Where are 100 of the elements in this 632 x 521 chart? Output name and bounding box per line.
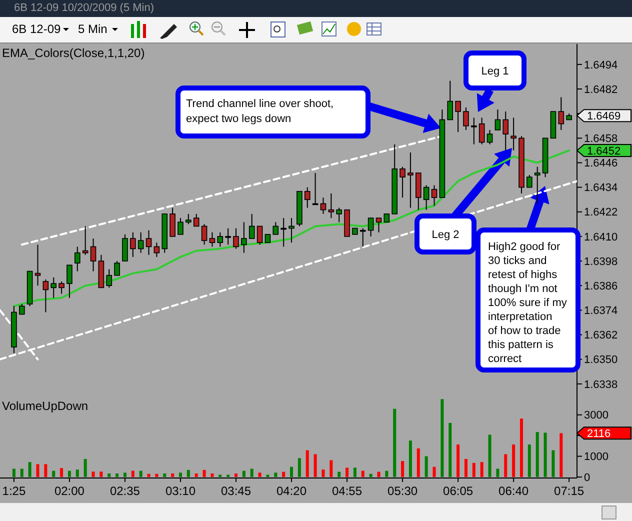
candlestick bbox=[360, 228, 366, 248]
candlestick bbox=[502, 111, 509, 151]
bar bbox=[60, 468, 64, 477]
bar bbox=[210, 473, 214, 477]
candlestick bbox=[186, 213, 192, 225]
y-tick-label: 1.6434 bbox=[584, 182, 618, 194]
candlestick bbox=[201, 224, 208, 246]
candlestick bbox=[58, 281, 64, 294]
chart-subtitle: EMA_Colors(Close,1,1,20) bbox=[2, 46, 145, 60]
bar bbox=[544, 432, 547, 477]
candlestick bbox=[368, 218, 374, 237]
candlestick bbox=[42, 278, 49, 313]
candlestick bbox=[114, 260, 120, 276]
text: 2116 bbox=[587, 428, 611, 440]
bar bbox=[448, 422, 452, 477]
candlestick bbox=[154, 242, 160, 258]
candlestick bbox=[526, 174, 532, 188]
y-tick-label: 0 bbox=[584, 472, 590, 484]
candlestick bbox=[130, 232, 136, 258]
bar bbox=[28, 462, 32, 477]
bar bbox=[194, 473, 198, 477]
candlestick bbox=[463, 106, 469, 130]
bar bbox=[369, 474, 372, 477]
candlestick bbox=[34, 244, 41, 286]
bar bbox=[171, 473, 174, 477]
bar bbox=[108, 473, 111, 477]
bar bbox=[330, 460, 333, 477]
candlestick bbox=[447, 80, 454, 120]
bar bbox=[424, 456, 428, 477]
x-tick-label: 1:25 bbox=[2, 484, 26, 498]
y-tick-label: 1.6338 bbox=[584, 378, 618, 391]
y-tick-label: 1.6458 bbox=[584, 133, 618, 146]
bar bbox=[408, 440, 412, 477]
x-tick-label: 03:45 bbox=[220, 484, 252, 498]
candlestick bbox=[146, 230, 152, 256]
bar bbox=[385, 470, 388, 477]
y-tick-label: 1.6386 bbox=[584, 280, 618, 292]
bar bbox=[464, 458, 468, 477]
annotation: Leg 1 bbox=[481, 65, 509, 78]
bar bbox=[147, 474, 150, 477]
bar bbox=[250, 468, 254, 477]
candlestick bbox=[494, 108, 501, 130]
candlestick bbox=[455, 100, 461, 133]
bar bbox=[393, 408, 396, 477]
bar bbox=[361, 470, 364, 477]
bar bbox=[92, 472, 95, 477]
y-tick-label: 1.6446 bbox=[584, 158, 618, 170]
text: 1.6452 bbox=[587, 145, 621, 158]
y-tick-label: 1.6362 bbox=[584, 330, 618, 342]
bar bbox=[353, 468, 356, 477]
bar bbox=[20, 468, 24, 477]
bar bbox=[68, 470, 71, 477]
y-tick-label: 1.6482 bbox=[584, 84, 618, 96]
candlestick bbox=[423, 184, 430, 210]
candlestick bbox=[18, 304, 25, 315]
candlestick bbox=[256, 226, 263, 246]
candlestick bbox=[431, 184, 438, 206]
bar bbox=[100, 472, 103, 477]
candlestick bbox=[50, 276, 57, 298]
candlestick bbox=[471, 117, 477, 145]
bar bbox=[488, 434, 492, 477]
bar bbox=[338, 472, 341, 477]
x-tick-label: 06:05 bbox=[443, 484, 474, 498]
bar bbox=[123, 472, 126, 477]
annotation: Leg 2 bbox=[432, 228, 460, 241]
text: High2 good for 30 ticks and retest of highs though I'm not 100% sure if my interpretation of how to trade this pattern is correct bbox=[488, 241, 567, 365]
x-tick-label: 04:55 bbox=[332, 484, 362, 498]
bar bbox=[36, 464, 40, 477]
bar bbox=[186, 470, 190, 477]
bar bbox=[480, 462, 484, 477]
candlestick bbox=[138, 232, 144, 254]
candlestick bbox=[193, 213, 200, 227]
candlestick bbox=[320, 197, 326, 214]
bar bbox=[290, 466, 294, 477]
bar bbox=[496, 468, 500, 477]
candlestick bbox=[400, 166, 406, 198]
bar bbox=[432, 466, 436, 477]
bar bbox=[242, 470, 246, 477]
candlestick bbox=[241, 222, 247, 254]
bar bbox=[163, 473, 166, 477]
bar bbox=[472, 462, 476, 477]
y-tick-label: 1.6422 bbox=[584, 206, 618, 219]
bar bbox=[440, 399, 444, 477]
x-tick-label: 05:30 bbox=[388, 484, 418, 498]
candlestick bbox=[233, 228, 239, 250]
y-tick-label: 1.6374 bbox=[584, 305, 618, 318]
candlestick bbox=[486, 129, 493, 145]
bar bbox=[322, 470, 325, 477]
candlestick bbox=[558, 96, 564, 130]
bar bbox=[552, 450, 555, 477]
bar bbox=[314, 454, 317, 477]
bar bbox=[520, 418, 523, 477]
bar bbox=[346, 468, 349, 477]
bar bbox=[234, 473, 238, 477]
bar bbox=[155, 474, 158, 477]
candlestick bbox=[328, 192, 334, 219]
candlestick bbox=[248, 213, 255, 240]
chart-title: 6B 12-09 10/20/2009 (5 Min) bbox=[14, 2, 154, 14]
bar bbox=[512, 444, 516, 477]
bar bbox=[306, 450, 309, 477]
